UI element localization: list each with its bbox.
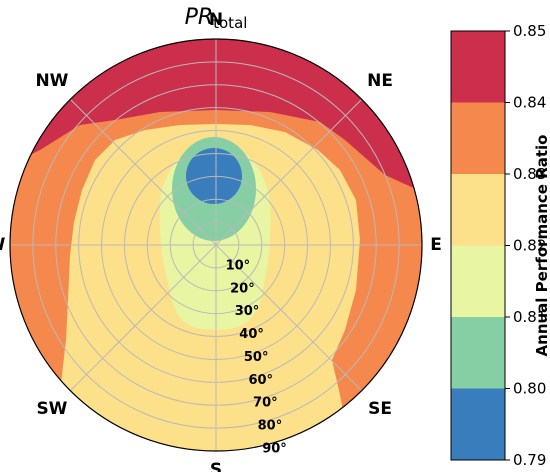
direction-label-s: S [210, 460, 222, 472]
colorbar-segment-4 [451, 102, 505, 174]
direction-label-e: E [430, 235, 442, 255]
colorbar-label: Annual Performance Ratio [533, 135, 550, 357]
colorbar-tick-label-1: 0.80 [513, 380, 546, 398]
colorbar-tick-label-6: 0.85 [513, 22, 546, 40]
direction-label-nw: NW [35, 71, 68, 91]
colorbar-segment-3 [451, 174, 505, 246]
polar-border [9, 38, 423, 452]
tilt-label-40: 40° [239, 327, 264, 342]
colorbar-segment-1 [451, 317, 505, 389]
chart-title: PRtotal [185, 5, 248, 32]
grid-spoke-sw [69, 244, 217, 392]
direction-labels: N NE E SE S SW W NW [0, 10, 442, 472]
polar-grid [10, 39, 422, 451]
colorbar: 0.79 0.80 0.81 0.82 0.83 0.84 0.85 [450, 22, 546, 469]
direction-label-n: N [209, 10, 223, 30]
direction-label-sw: SW [36, 399, 67, 419]
direction-label-w: W [0, 235, 6, 255]
colorbar-tick-label-5: 0.84 [513, 94, 546, 112]
grid-spoke-ne [215, 98, 363, 246]
tilt-label-60: 60° [248, 373, 273, 388]
tilt-label-30: 30° [235, 304, 260, 319]
colorbar-tick-label-2: 0.81 [513, 308, 546, 326]
contour-regions [10, 39, 422, 451]
colorbar-segment-0 [451, 388, 505, 460]
colorbar-segment-5 [451, 31, 505, 103]
title-main: PR [185, 5, 214, 30]
tilt-labels: 10° 20° 30° 40° 50° 60° 70° 80° 90° [226, 258, 287, 456]
grid-spoke-nw [69, 98, 217, 246]
direction-label-se: SE [368, 399, 392, 419]
direction-label-ne: NE [367, 71, 393, 91]
tilt-label-10: 10° [226, 258, 251, 273]
tilt-label-80: 80° [258, 419, 283, 434]
tilt-label-20: 20° [230, 281, 255, 296]
colorbar-tick-label-4: 0.83 [513, 165, 546, 183]
colorbar-segment-2 [451, 245, 505, 317]
tilt-label-50: 50° [244, 350, 269, 365]
grid-spoke-se [215, 244, 363, 392]
colorbar-tick-label-0: 0.79 [513, 451, 546, 469]
title-subscript: total [213, 14, 247, 32]
colorbar-tick-label-3: 0.82 [513, 237, 546, 255]
tilt-label-70: 70° [253, 396, 278, 411]
tilt-label-90: 90° [262, 442, 287, 457]
